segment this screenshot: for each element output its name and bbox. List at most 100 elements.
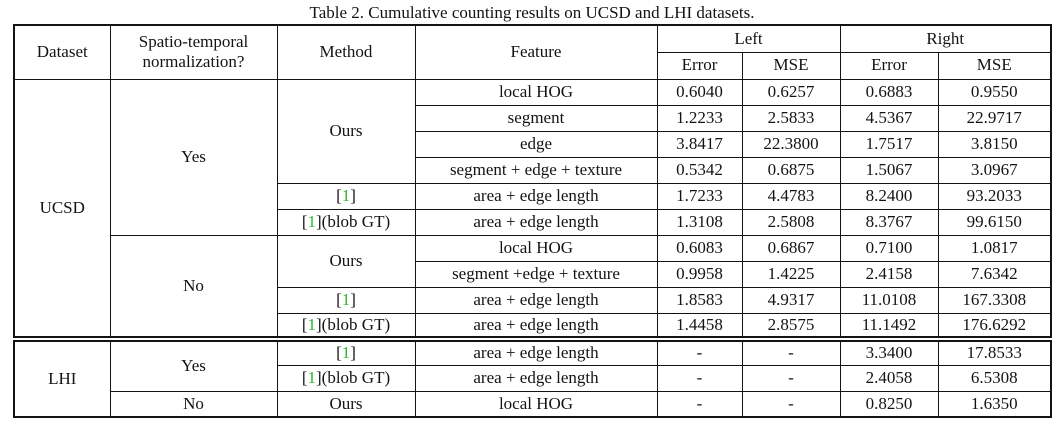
col-header-dataset: Dataset: [13, 24, 111, 80]
method-cell-citation-blob-gt: [1](blob GT): [276, 208, 416, 236]
norm-cell-yes: Yes: [109, 336, 278, 392]
table-row: segment +edge + texture 0.9958 1.4225 2.…: [14, 260, 1052, 288]
results-table: Dataset Spatio-temporal normalization? M…: [13, 24, 1052, 418]
citation-link[interactable]: 1: [341, 343, 351, 363]
bracket: ](blob GT): [316, 367, 391, 387]
feature-cell: area + edge length: [414, 182, 658, 210]
left-error-cell: 1.2233: [656, 104, 743, 132]
norm-cell-yes: Yes: [109, 78, 278, 236]
left-error-cell: -: [656, 364, 743, 392]
left-error-cell: 3.8417: [656, 130, 743, 158]
table-row: segment + edge + texture 0.5342 0.6875 1…: [14, 156, 1052, 184]
table-row: UCSD Yes Ours local HOG 0.6040 0.6257 0.…: [13, 78, 1052, 340]
right-mse-cell: 7.6342: [937, 260, 1052, 288]
header-row-1: Dataset Spatio-temporal normalization? M…: [13, 24, 1052, 80]
bracket: [: [301, 211, 308, 231]
dataset-cell-lhi: LHI: [13, 336, 111, 418]
col-group-left: Left: [656, 24, 841, 53]
table-row: [1] area + edge length 1.8583 4.9317 11.…: [14, 286, 1052, 314]
left-mse-cell: 0.6257: [741, 78, 841, 106]
feature-cell: edge: [414, 130, 658, 158]
right-mse-cell: 99.6150: [937, 208, 1052, 236]
left-mse-cell: 0.6875: [741, 156, 841, 184]
left-mse-cell: -: [741, 390, 841, 418]
right-mse-cell: 1.0817: [937, 234, 1052, 262]
table-row: edge 3.8417 22.3800 1.7517 3.8150: [14, 130, 1052, 158]
col-group-right: Right: [839, 24, 1052, 53]
right-error-cell: 2.4058: [839, 364, 939, 392]
left-error-cell: 0.6040: [656, 78, 743, 106]
right-error-cell: 8.3767: [839, 208, 939, 236]
left-error-cell: 0.6083: [656, 234, 743, 262]
table-row: LHI Yes [1] area + edge length - - 3.340…: [13, 336, 1052, 418]
left-error-cell: -: [656, 336, 743, 366]
bracket: ](blob GT): [316, 314, 391, 334]
left-error-cell: 1.4458: [656, 312, 743, 340]
feature-cell: area + edge length: [414, 336, 658, 366]
method-cell-citation: [1]: [276, 182, 416, 210]
left-mse-cell: 2.5808: [741, 208, 841, 236]
right-mse-cell: 3.8150: [937, 130, 1052, 158]
feature-cell: area + edge length: [414, 286, 658, 314]
feature-cell: area + edge length: [414, 208, 658, 236]
bracket: ]: [350, 289, 356, 309]
citation-link[interactable]: 1: [307, 211, 317, 231]
left-error-cell: 1.3108: [656, 208, 743, 236]
left-mse-cell: 4.4783: [741, 182, 841, 210]
left-mse-cell: -: [741, 364, 841, 392]
table-row: segment 1.2233 2.5833 4.5367 22.9717: [14, 104, 1052, 132]
method-cell-ours: Ours: [276, 78, 416, 184]
col-header-left-mse: MSE: [741, 51, 841, 80]
bracket: ](blob GT): [316, 211, 391, 231]
table-caption: Table 2. Cumulative counting results on …: [309, 3, 755, 22]
left-mse-cell: 2.5833: [741, 104, 841, 132]
feature-cell: segment: [414, 104, 658, 132]
citation-link[interactable]: 1: [341, 185, 351, 205]
right-mse-cell: 0.9550: [937, 78, 1052, 106]
left-error-cell: 1.8583: [656, 286, 743, 314]
right-error-cell: 1.5067: [839, 156, 939, 184]
citation-link[interactable]: 1: [341, 289, 351, 309]
citation-link[interactable]: 1: [307, 367, 317, 387]
left-error-cell: 0.9958: [656, 260, 743, 288]
table-row: No Ours local HOG - - 0.8250 1.6350: [14, 390, 1052, 418]
right-mse-cell: 3.0967: [937, 156, 1052, 184]
col-header-right-mse: MSE: [937, 51, 1052, 80]
right-mse-cell: 17.8533: [937, 336, 1052, 366]
right-mse-cell: 167.3308: [937, 286, 1052, 314]
feature-cell: area + edge length: [414, 312, 658, 340]
bracket: [: [301, 367, 308, 387]
bracket: [: [336, 343, 342, 363]
method-cell-ours: Ours: [276, 390, 416, 418]
left-error-cell: -: [656, 390, 743, 418]
method-cell-citation: [1]: [276, 286, 416, 314]
right-error-cell: 2.4158: [839, 260, 939, 288]
right-mse-cell: 93.2033: [937, 182, 1052, 210]
right-mse-cell: 176.6292: [937, 312, 1052, 340]
bracket: [: [336, 289, 342, 309]
right-error-cell: 4.5367: [839, 104, 939, 132]
right-error-cell: 0.6883: [839, 78, 939, 106]
col-header-normalization: Spatio-temporal normalization?: [109, 24, 278, 80]
method-cell-citation: [1]: [276, 336, 416, 366]
left-mse-cell: 22.3800: [741, 130, 841, 158]
norm-cell-no: No: [109, 234, 278, 340]
feature-cell: segment +edge + texture: [414, 260, 658, 288]
col-header-feature: Feature: [414, 24, 658, 80]
left-mse-cell: 1.4225: [741, 260, 841, 288]
left-mse-cell: 2.8575: [741, 312, 841, 340]
feature-cell: local HOG: [414, 234, 658, 262]
feature-cell: local HOG: [414, 390, 658, 418]
dataset-cell-ucsd: UCSD: [13, 78, 111, 340]
col-header-method: Method: [276, 24, 416, 80]
feature-cell: area + edge length: [414, 364, 658, 392]
citation-link[interactable]: 1: [307, 314, 317, 334]
table-row: [1](blob GT) area + edge length 1.4458 2…: [14, 312, 1052, 340]
right-error-cell: 0.7100: [839, 234, 939, 262]
right-mse-cell: 1.6350: [937, 390, 1052, 418]
left-error-cell: 0.5342: [656, 156, 743, 184]
table-row: [1] area + edge length 1.7233 4.4783 8.2…: [14, 182, 1052, 210]
left-error-cell: 1.7233: [656, 182, 743, 210]
header-row-2: Error MSE Error MSE: [14, 51, 1052, 80]
right-error-cell: 1.7517: [839, 130, 939, 158]
